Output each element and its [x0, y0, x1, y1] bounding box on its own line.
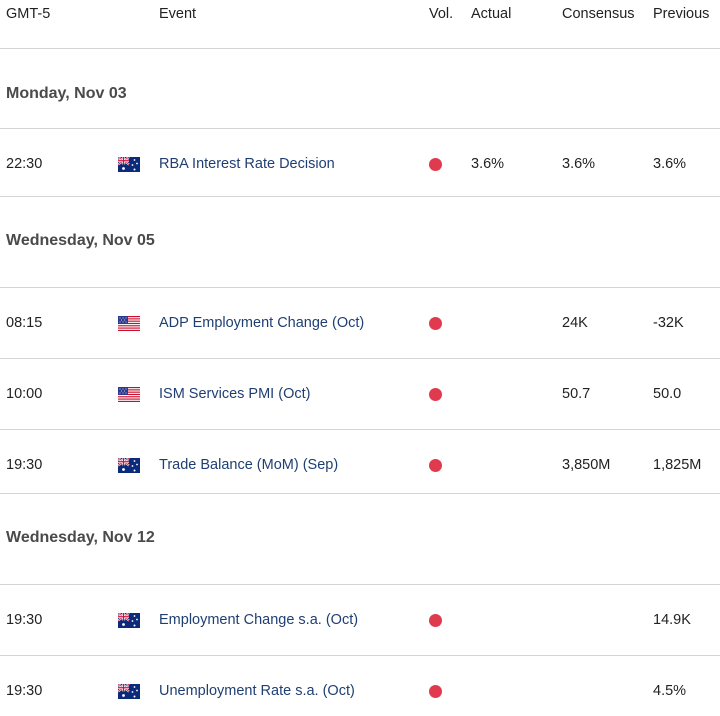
- consensus-value: 24K: [562, 315, 588, 331]
- consensus-value: 3,850M: [562, 457, 611, 473]
- row-separator: [0, 655, 720, 656]
- column-header: Event: [159, 6, 197, 22]
- volatility-dot: [429, 388, 442, 401]
- event-name: Unemployment Rate s.a. (Oct): [159, 683, 355, 699]
- country-flag: [118, 316, 140, 331]
- previous-value: 1,825M: [653, 457, 702, 473]
- row-separator: [0, 128, 720, 129]
- previous-value: 14.9K: [653, 612, 691, 628]
- row-separator: [0, 48, 720, 49]
- time-value: 19:30: [6, 683, 43, 699]
- consensus-value: 3.6%: [562, 156, 596, 172]
- event-name: ISM Services PMI (Oct): [159, 386, 311, 402]
- date-header: Wednesday, Nov 05: [6, 232, 155, 249]
- previous-value: -32K: [653, 315, 684, 331]
- row-separator: [0, 287, 720, 288]
- row-separator: [0, 584, 720, 585]
- country-flag: [118, 458, 140, 473]
- column-header: Previous: [653, 6, 710, 22]
- time-value: 08:15: [6, 315, 43, 331]
- column-header: Actual: [471, 6, 512, 22]
- country-flag: [118, 684, 140, 699]
- event-name: Trade Balance (MoM) (Sep): [159, 457, 339, 473]
- volatility-dot: [429, 317, 442, 330]
- consensus-value: 50.7: [562, 386, 591, 402]
- previous-value: 4.5%: [653, 683, 687, 699]
- country-flag: [118, 387, 140, 402]
- event-name: RBA Interest Rate Decision: [159, 156, 335, 172]
- time-value: 22:30: [6, 156, 43, 172]
- volatility-dot: [429, 459, 442, 472]
- volatility-dot: [429, 614, 442, 627]
- column-header: Vol.: [429, 6, 454, 22]
- event-name: Employment Change s.a. (Oct): [159, 612, 359, 628]
- date-header: Wednesday, Nov 12: [6, 529, 155, 546]
- row-separator: [0, 196, 720, 197]
- column-header: Consensus: [562, 6, 635, 22]
- volatility-dot: [429, 685, 442, 698]
- time-value: 19:30: [6, 612, 43, 628]
- row-separator: [0, 429, 720, 430]
- row-separator: [0, 493, 720, 494]
- volatility-dot: [429, 158, 442, 171]
- time-value: 19:30: [6, 457, 43, 473]
- column-header: GMT-5: [6, 6, 51, 22]
- country-flag: [118, 157, 140, 172]
- country-flag: [118, 613, 140, 628]
- actual-value: 3.6%: [471, 156, 505, 172]
- previous-value: 50.0: [653, 386, 682, 402]
- event-name: ADP Employment Change (Oct): [159, 315, 365, 331]
- previous-value: 3.6%: [653, 156, 687, 172]
- date-header: Monday, Nov 03: [6, 85, 127, 102]
- row-separator: [0, 358, 720, 359]
- time-value: 10:00: [6, 386, 43, 402]
